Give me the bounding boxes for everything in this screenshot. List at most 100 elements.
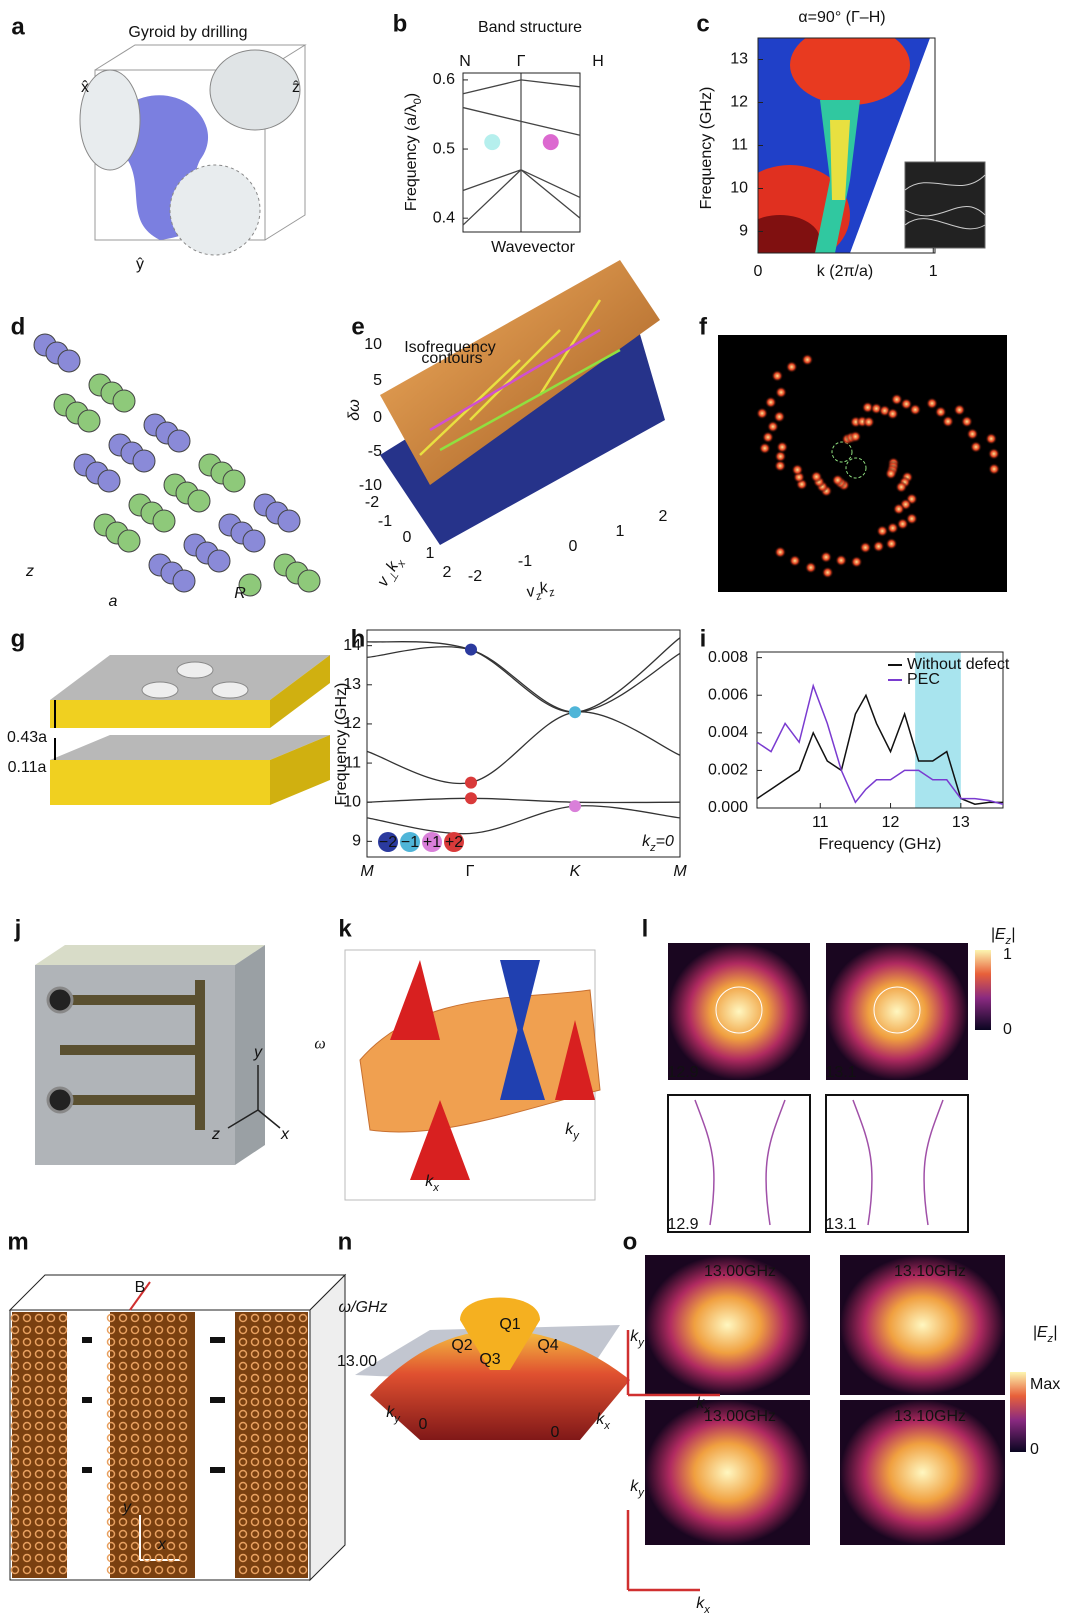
lattice-site [130, 1541, 140, 1551]
lattice-site [34, 1385, 44, 1395]
lattice-site [262, 1397, 272, 1407]
lattice-site [58, 1541, 68, 1551]
lattice-site [58, 1553, 68, 1563]
lattice-site [250, 1373, 260, 1383]
lattice-site [46, 1469, 56, 1479]
label: 12.9 [667, 1064, 698, 1081]
panel-label: c [696, 10, 709, 37]
x-axis-label: Frequency (GHz) [819, 836, 942, 853]
gap-mark [210, 1337, 225, 1343]
lattice-site [154, 1433, 164, 1443]
lattice-site [298, 1349, 308, 1359]
lattice-site [262, 1517, 272, 1527]
lattice-site [178, 1481, 188, 1491]
lattice-site [178, 1433, 188, 1443]
lattice-site [262, 1445, 272, 1455]
lattice-site [250, 1553, 260, 1563]
lattice-site [46, 1481, 56, 1491]
lattice-site [58, 1517, 68, 1527]
lattice-site [106, 1565, 116, 1575]
label: 13.00GHz [704, 1408, 776, 1425]
lattice-site [118, 1481, 128, 1491]
lattice-site [166, 1409, 176, 1419]
lattice-site [154, 1517, 164, 1527]
lattice-site [262, 1385, 272, 1395]
lattice-site [250, 1541, 260, 1551]
text-part: k [642, 833, 651, 850]
y-axis-label: Frequency (GHz) [698, 87, 715, 210]
lattice-site [262, 1505, 272, 1515]
lattice-site [10, 1493, 20, 1503]
lattice-site [118, 1433, 128, 1443]
x-tick-label: M [360, 863, 374, 880]
lattice-site [274, 1481, 284, 1491]
lattice-site [274, 1373, 284, 1383]
lattice-site [298, 1373, 308, 1383]
lattice-site [166, 1445, 176, 1455]
lattice-site [130, 1505, 140, 1515]
lattice-site [34, 1517, 44, 1527]
lattice-site [142, 1565, 152, 1575]
diffraction-spot [804, 561, 817, 574]
helix [277, 509, 301, 533]
axis-label: v⊥kx [375, 554, 409, 592]
diffraction-spot [776, 441, 789, 454]
lattice-site [274, 1325, 284, 1335]
lattice-site [118, 1517, 128, 1527]
lattice-site [250, 1445, 260, 1455]
lattice-site [106, 1469, 116, 1479]
lattice-site [274, 1409, 284, 1419]
label: x [157, 1536, 167, 1553]
lattice-site [274, 1517, 284, 1527]
lattice-site [118, 1373, 128, 1383]
lattice-site [238, 1517, 248, 1527]
lattice-site [130, 1481, 140, 1491]
lattice-site [238, 1337, 248, 1347]
lattice-site [142, 1409, 152, 1419]
y-tick-label: 9 [739, 223, 748, 240]
lattice-site [178, 1337, 188, 1347]
lattice-site [10, 1313, 20, 1323]
weyl-point [465, 792, 477, 805]
lattice-site [130, 1553, 140, 1563]
lattice-site [58, 1421, 68, 1431]
lattice-site [154, 1457, 164, 1467]
lattice-site [298, 1445, 308, 1455]
lattice-site [46, 1349, 56, 1359]
diffraction-spot [953, 403, 966, 416]
lattice-site [22, 1517, 32, 1527]
lattice-site [178, 1385, 188, 1395]
diffraction-spot [859, 541, 872, 554]
lattice-site [22, 1337, 32, 1347]
lattice-site [10, 1385, 20, 1395]
lattice-site [118, 1313, 128, 1323]
lattice-site [250, 1385, 260, 1395]
lattice-site [154, 1325, 164, 1335]
lattice-site [58, 1409, 68, 1419]
lattice-site [118, 1565, 128, 1575]
lattice-site [46, 1409, 56, 1419]
panel-label: e [351, 313, 364, 340]
diffraction-spot [831, 474, 844, 487]
text-part: | [1011, 926, 1015, 943]
panel-label: d [11, 313, 26, 340]
lattice-site [118, 1469, 128, 1479]
label: 12.9 [667, 1216, 698, 1233]
lattice-site [250, 1529, 260, 1539]
lattice-site [262, 1433, 272, 1443]
label: ω [314, 1036, 325, 1053]
lattice-site [46, 1385, 56, 1395]
label: B [135, 1279, 146, 1296]
lattice-site [274, 1385, 284, 1395]
lattice-site [142, 1553, 152, 1563]
band-line [366, 646, 681, 713]
lattice-site [34, 1397, 44, 1407]
band-line [366, 637, 681, 713]
lattice-site [154, 1493, 164, 1503]
diffraction-spot [966, 427, 979, 440]
lattice-site [250, 1481, 260, 1491]
panel-label: o [623, 1228, 638, 1255]
lattice-site [10, 1361, 20, 1371]
helix [57, 349, 81, 373]
